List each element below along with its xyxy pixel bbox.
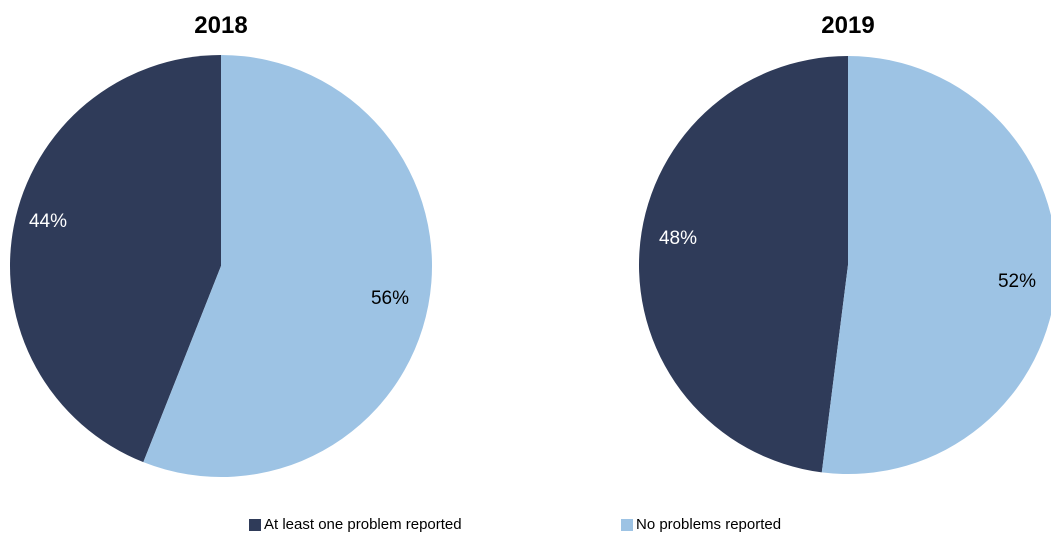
legend-label: At least one problem reported	[264, 516, 462, 533]
data-label: 48%	[659, 228, 697, 249]
legend: At least one problem reported No problem…	[0, 516, 1051, 538]
data-label: 44%	[29, 211, 67, 232]
data-label: 52%	[998, 271, 1036, 292]
pie-slice-at-least-one-problem	[10, 55, 221, 463]
pie-chart-2018: 2018 44% 56%	[10, 12, 433, 478]
legend-label: No problems reported	[636, 516, 782, 533]
legend-swatch-light	[621, 518, 633, 531]
pie-slice-no-problems	[821, 56, 1051, 474]
data-label: 56%	[371, 288, 409, 309]
pie-slice-at-least-one-problem	[639, 56, 848, 473]
chart-title: 2019	[821, 12, 874, 39]
chart-title: 2018	[194, 12, 247, 39]
legend-item-at-least-one-problem: At least one problem reported	[249, 516, 462, 533]
pie-chart-2019: 2019 48% 52%	[639, 12, 1051, 474]
legend-item-no-problems: No problems reported	[621, 516, 781, 533]
pie-slice-no-problems	[143, 55, 433, 478]
legend-swatch-dark	[249, 518, 261, 531]
